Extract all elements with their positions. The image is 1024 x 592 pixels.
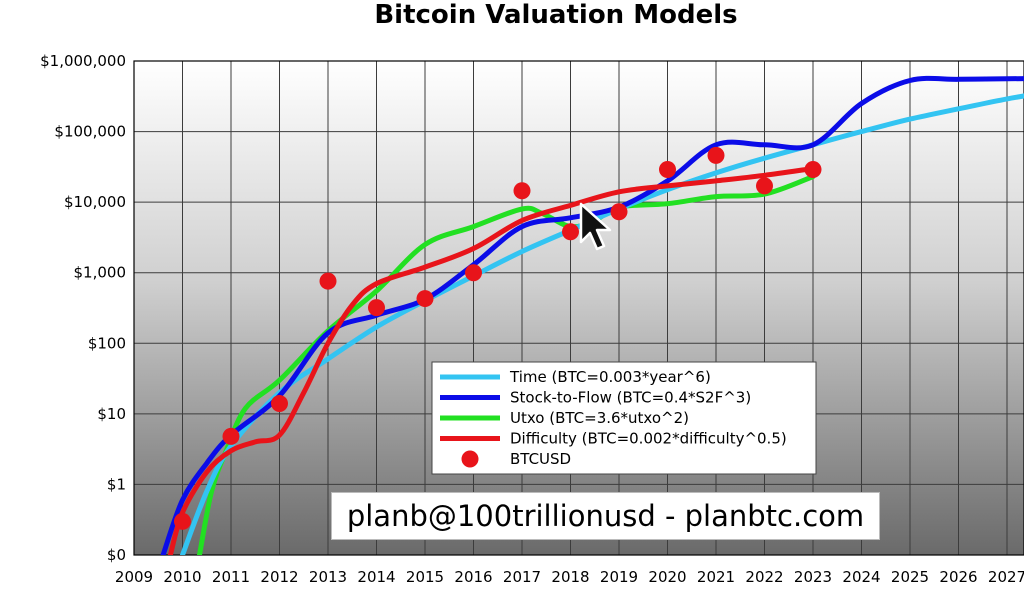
chart-title: Bitcoin Valuation Models [374, 0, 738, 30]
y-tick-label: $10 [97, 405, 126, 423]
legend: Time (BTC=0.003*year^6) Stock-to-Flow (BT… [431, 361, 817, 475]
x-tick-label: 2020 [648, 568, 686, 586]
btcusd-point [659, 161, 676, 179]
x-tick-label: 2012 [260, 568, 298, 586]
series-line-4 [167, 166, 816, 555]
series-line-3 [197, 174, 816, 555]
x-tick-label: 2021 [697, 568, 735, 586]
axes: 2009 2010 2011 2012 2013 2014 2015 2016 2017 2018… [40, 52, 1024, 586]
x-tick-label: 2023 [794, 568, 832, 586]
watermark-label: planb@100trillionusd - planbtc.com [331, 492, 880, 540]
x-tick-label: 2009 [115, 568, 153, 586]
btcusd-point [368, 299, 385, 317]
plot-area [134, 61, 1024, 555]
y-tick-label: $1,000 [74, 264, 127, 282]
x-tick-label: 2014 [357, 568, 395, 586]
y-tick-label: $1 [107, 475, 126, 493]
btcusd-point [271, 395, 288, 413]
series-line-2 [160, 75, 1024, 555]
btcusd-point [416, 290, 434, 308]
legend-label: BTCUSD [510, 450, 571, 468]
btcusd-point [174, 512, 191, 530]
btcusd-point [465, 264, 482, 282]
x-tick-label: 2017 [503, 568, 541, 586]
x-tick-label: 2026 [939, 568, 977, 586]
x-tick-label: 2015 [406, 568, 444, 586]
legend-label: Difficulty (BTC=0.002*difficulty^0.5) [510, 430, 787, 448]
x-tick-label: 2019 [600, 568, 638, 586]
y-tick-label: $100 [88, 334, 126, 352]
btcusd-point [513, 182, 531, 200]
btcusd-point [804, 161, 822, 179]
plot-frame [133, 60, 1024, 556]
legend-label: Stock-to-Flow (BTC=0.4*S2F^3) [510, 389, 751, 407]
btcusd-point [707, 146, 725, 164]
y-tick-label: $0 [107, 546, 126, 564]
x-tick-label: 2025 [891, 568, 929, 586]
legend-label: Time (BTC=0.003*year^6) [509, 368, 711, 386]
btcusd-point [756, 177, 773, 195]
x-tick-label: 2016 [454, 568, 492, 586]
x-tick-label: 2018 [551, 568, 589, 586]
y-tick-label: $100,000 [54, 123, 126, 141]
y-tick-label: $1,000,000 [40, 52, 126, 70]
x-tick-label: 2013 [309, 568, 347, 586]
x-tick-label: 2010 [163, 568, 201, 586]
mouse-cursor-icon [579, 202, 612, 251]
x-tick-label: 2011 [212, 568, 250, 586]
x-tick-label: 2027 [988, 568, 1024, 586]
series-layer [160, 75, 1024, 555]
btcusd-point [319, 272, 337, 290]
x-tick-label: 2022 [745, 568, 783, 586]
btcusd-point [222, 427, 240, 445]
btcusd-point [562, 223, 579, 241]
legend-label: Utxo (BTC=3.6*utxo^2) [510, 409, 689, 427]
x-tick-label: 2024 [842, 568, 880, 586]
y-tick-label: $10,000 [64, 193, 126, 211]
btcusd-point [610, 203, 628, 221]
legend-marker [461, 450, 479, 468]
